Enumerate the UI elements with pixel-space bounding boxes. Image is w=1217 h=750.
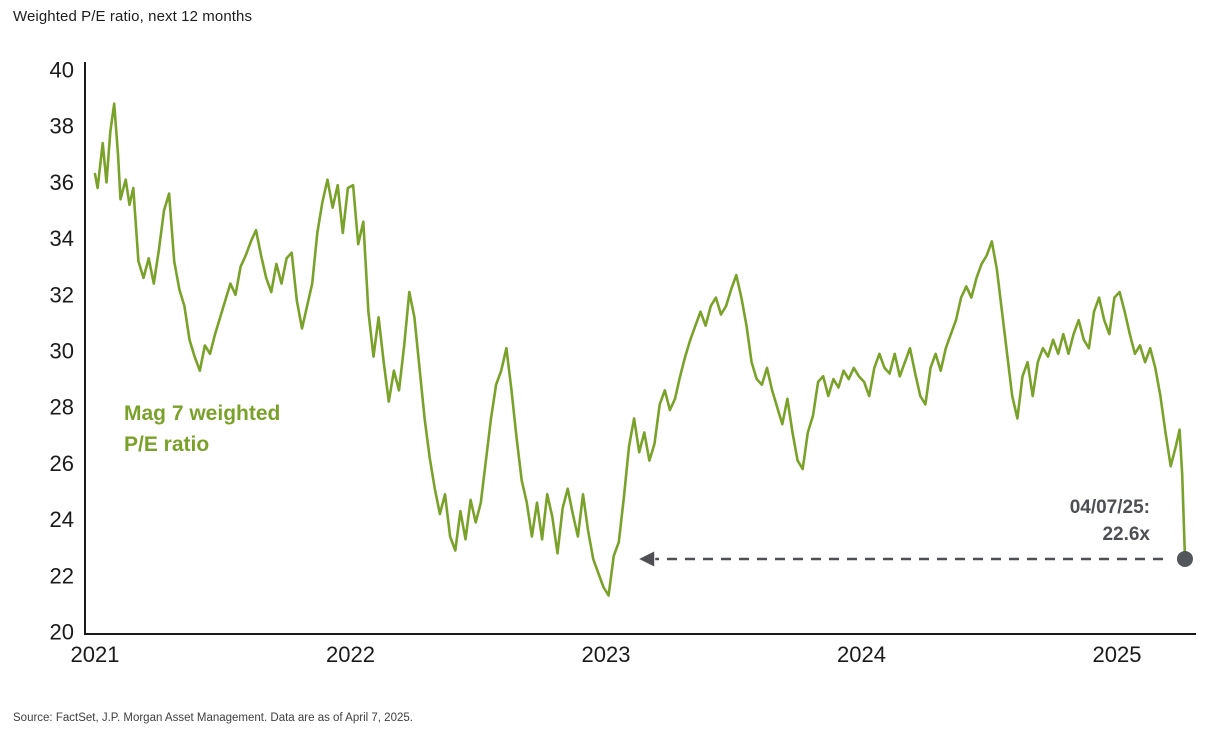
endpoint-dot <box>1176 550 1193 567</box>
y-tick-label: 28 <box>50 395 74 420</box>
x-tick-label: 2022 <box>326 642 375 667</box>
y-tick-label: 30 <box>50 339 74 364</box>
y-tick-label: 32 <box>50 282 74 307</box>
y-tick-label: 40 <box>50 58 74 83</box>
x-tick-label: 2025 <box>1093 642 1142 667</box>
y-tick-label: 22 <box>50 563 74 588</box>
y-tick-label: 38 <box>50 114 74 139</box>
series-label-line2: P/E ratio <box>124 433 210 456</box>
endpoint-callout: 04/07/25: 22.6x <box>1070 494 1150 548</box>
x-tick-label: 2024 <box>837 642 886 667</box>
chart-title: Weighted P/E ratio, next 12 months <box>13 8 253 25</box>
series-label-line1: Mag 7 weighted <box>124 402 281 425</box>
y-tick-label: 24 <box>50 507 74 532</box>
x-tick-label: 2021 <box>71 642 120 667</box>
series-label: Mag 7 weighted P/E ratio <box>124 398 280 460</box>
source-note: Source: FactSet, J.P. Morgan Asset Manag… <box>13 712 413 724</box>
x-tick-label: 2023 <box>582 642 631 667</box>
endpoint-callout-date: 04/07/25: <box>1069 497 1150 518</box>
callout-arrow-head <box>639 551 655 567</box>
y-tick-label: 20 <box>50 620 74 645</box>
pe-line <box>93 102 1187 597</box>
y-tick-label: 26 <box>50 451 74 476</box>
endpoint-callout-value: 22.6x <box>1102 524 1150 545</box>
y-tick-label: 34 <box>50 226 74 251</box>
y-tick-label: 36 <box>50 170 74 195</box>
